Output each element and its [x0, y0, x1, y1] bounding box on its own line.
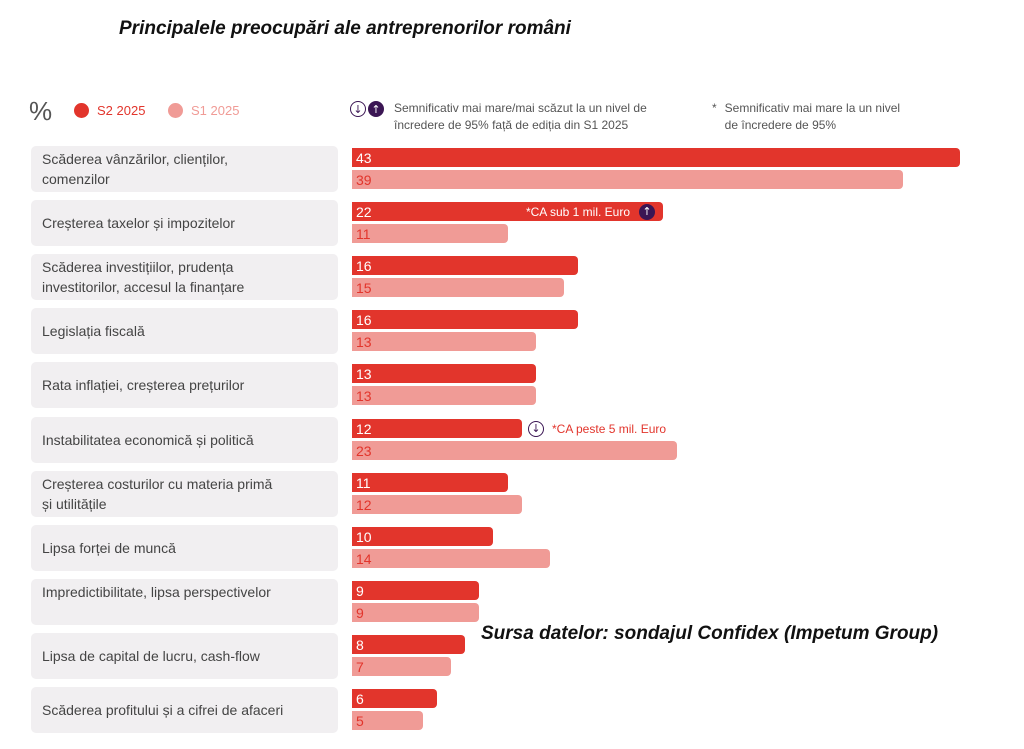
- category-label-line: Scăderea profitului și a cifrei de aface…: [42, 702, 284, 718]
- bar-s1-2025: 11: [352, 224, 508, 243]
- legend-label-s2: S2 2025: [97, 103, 146, 118]
- category-label-line: investitorilor, accesul la finanțare: [42, 279, 245, 295]
- bar-s2-2025: 43: [352, 148, 960, 167]
- category-label-line: Lipsa de capital de lucru, cash-flow: [42, 648, 260, 664]
- bar-s1-2025: 7: [352, 657, 451, 676]
- category-label-line: Scăderea vânzărilor, clienților,: [42, 151, 228, 167]
- bar-s1-2025: 39: [352, 170, 903, 189]
- bar-value-label: 10: [356, 528, 372, 545]
- bar-value-label: 12: [356, 420, 372, 437]
- bar-s2-2025: 13: [352, 364, 536, 383]
- category-label: Scăderea vânzărilor, clienților, comenzil…: [31, 146, 338, 192]
- category-label-line: Rata inflației, creșterea prețurilor: [42, 377, 245, 393]
- bar-value-label: 13: [356, 387, 372, 404]
- bar-s2-2025: 11: [352, 473, 508, 492]
- annotation-text: *CA sub 1 mil. Euro: [525, 204, 630, 219]
- annotation-text: *CA peste 5 mil. Euro: [552, 421, 667, 436]
- category-label: Lipsa de capital de lucru, cash-flow: [31, 633, 338, 679]
- asterisk-icon: *: [712, 101, 717, 115]
- category-label: Scăderea investițiilor, prudența investit…: [31, 254, 338, 300]
- bar-value-label: 22: [356, 203, 372, 220]
- arrow-down-circle-icon: ↓: [528, 420, 544, 437]
- category-label: Creșterea taxelor și impozitelor: [31, 200, 338, 246]
- category-label-line: și utilitățile: [42, 496, 107, 512]
- bar-s2-2025: 22 *CA sub 1 mil. Euro ↑: [352, 202, 663, 221]
- category-label-line: Instabilitatea economică și politică: [42, 432, 254, 448]
- bar-s2-2025: 8: [352, 635, 465, 654]
- asterisk-note-line-2: de încredere de 95%: [724, 118, 837, 132]
- data-source: Sursa datelor: sondajul Confidex (Impetu…: [481, 623, 939, 644]
- category-label-line: Creșterea taxelor și impozitelor: [42, 215, 235, 231]
- category-label-line: Scăderea investițiilor, prudența: [42, 259, 234, 275]
- bar-s1-2025: 14: [352, 549, 550, 568]
- bar-annotation: *CA sub 1 mil. Euro ↑: [526, 202, 655, 221]
- bar-value-label: 13: [356, 333, 372, 350]
- category-label: Creșterea costurilor cu materia primă și …: [31, 471, 338, 517]
- bar-value-label: 11: [356, 225, 371, 242]
- category-label: Rata inflației, creșterea prețurilor: [31, 362, 338, 408]
- significance-note-line-2: încredere de 95% față de ediția din S1 2…: [394, 118, 629, 132]
- category-label-line: Creșterea costurilor cu materia primă: [42, 476, 273, 492]
- bar-s1-2025: 13: [352, 332, 536, 351]
- bar-s2-2025: 12: [352, 419, 522, 438]
- chart-title: Principalele preocupări ale antreprenori…: [119, 18, 571, 39]
- arrow-up-circle-icon: ↑: [639, 203, 655, 220]
- bar-s2-2025: 9: [352, 581, 479, 600]
- significance-note-line-1: Semnificativ mai mare/mai scăzut la un n…: [394, 101, 647, 115]
- category-label-line: Impredictibilitate, lipsa perspectivelor: [42, 584, 271, 600]
- bar-value-label: 16: [356, 257, 372, 274]
- bar-value-label: 16: [356, 311, 372, 328]
- category-label: Scăderea profitului și a cifrei de aface…: [31, 687, 338, 733]
- category-label-line: Legislația fiscală: [42, 323, 145, 339]
- category-label: Instabilitatea economică și politică: [31, 417, 338, 463]
- percent-unit-label: %: [29, 96, 53, 126]
- bar-s1-2025: 13: [352, 386, 536, 405]
- category-label-line: comenzilor: [42, 171, 110, 187]
- legend-item-s2-2025: S2 2025: [74, 103, 145, 118]
- bar-value-label: 9: [356, 604, 364, 621]
- arrow-down-circle-icon: ↓: [350, 101, 366, 117]
- bar-s1-2025: 5: [352, 711, 423, 730]
- bar-value-label: 11: [356, 474, 371, 491]
- bar-value-label: 15: [356, 279, 372, 296]
- arrow-up-circle-icon: ↑: [368, 101, 384, 117]
- asterisk-note: * Semnificativ mai mare la un nivel de î…: [712, 100, 900, 134]
- legend-label-s1: S1 2025: [191, 103, 240, 118]
- category-label: Legislația fiscală: [31, 308, 338, 354]
- bar-value-label: 7: [356, 658, 364, 675]
- category-label-line: Lipsa forței de muncă: [42, 540, 176, 556]
- asterisk-note-line-1: Semnificativ mai mare la un nivel: [724, 101, 901, 115]
- bar-value-label: 6: [356, 690, 364, 707]
- bar-value-label: 12: [356, 496, 372, 513]
- bar-value-label: 23: [356, 442, 372, 459]
- bar-value-label: 13: [356, 365, 372, 382]
- bar-s2-2025: 6: [352, 689, 437, 708]
- significance-note: ↓ ↑ Semnificativ mai mare/mai scăzut la …: [350, 100, 647, 134]
- bar-annotation: ↓ *CA peste 5 mil. Euro: [528, 419, 666, 438]
- bar-value-label: 14: [356, 550, 372, 567]
- bar-value-label: 9: [356, 582, 364, 599]
- bar-value-label: 43: [356, 149, 372, 166]
- bar-value-label: 39: [356, 171, 372, 188]
- bar-value-label: 8: [356, 636, 364, 653]
- bar-s2-2025: 10: [352, 527, 493, 546]
- legend-item-s1-2025: S1 2025: [168, 103, 239, 118]
- bar-s1-2025: 9: [352, 603, 479, 622]
- category-label: Lipsa forței de muncă: [31, 525, 338, 571]
- legend-swatch-s1-icon: [168, 103, 183, 118]
- bar-value-label: 5: [356, 712, 364, 729]
- legend-swatch-s2-icon: [74, 103, 89, 118]
- bar-s1-2025: 12: [352, 495, 522, 514]
- category-label: Impredictibilitate, lipsa perspectivelor: [31, 579, 338, 625]
- bar-s1-2025: 15: [352, 278, 564, 297]
- bar-s1-2025: 23: [352, 441, 677, 460]
- bar-s2-2025: 16: [352, 310, 578, 329]
- bar-s2-2025: 16: [352, 256, 578, 275]
